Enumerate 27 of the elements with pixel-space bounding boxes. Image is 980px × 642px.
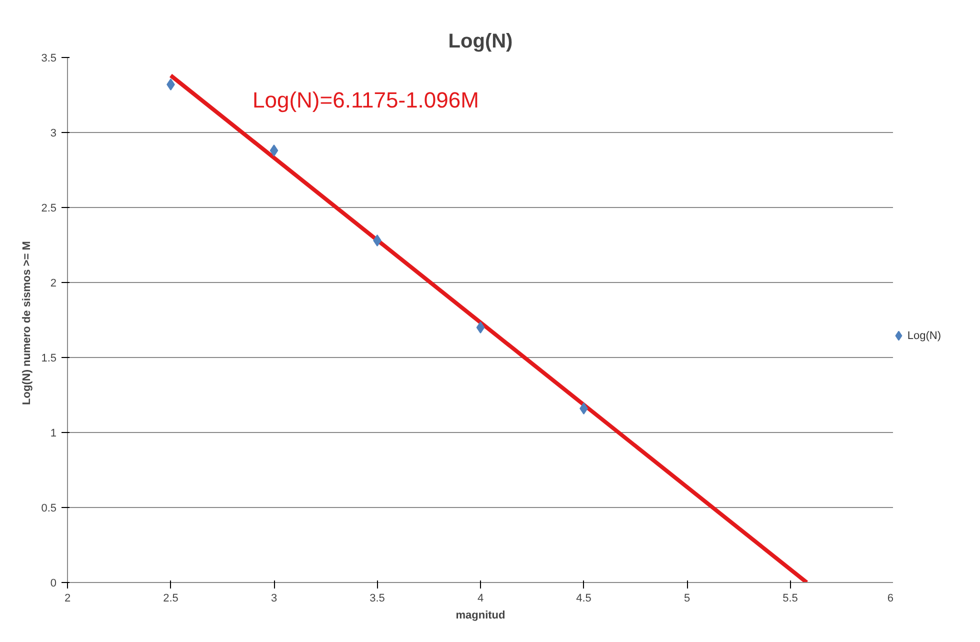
- point: [166, 78, 175, 90]
- x-axis-title: magnitud: [456, 610, 506, 622]
- y-tick-label: 2.5: [41, 202, 57, 214]
- point: [580, 402, 588, 414]
- x-tick-label: 2.5: [163, 592, 178, 604]
- x-tick-label: 3: [270, 592, 278, 604]
- y-tick-label: 3: [50, 128, 57, 140]
- y-tick-label: 1.5: [41, 352, 57, 364]
- x-tick-label: 3.5: [370, 592, 385, 604]
- point: [373, 234, 382, 246]
- x-tick-label: 4: [477, 592, 484, 604]
- y-tick-label: 1: [50, 428, 57, 440]
- annotation: Log(N)=6.1175-1.096M: [252, 88, 479, 112]
- y-tick-label: 2: [50, 278, 57, 290]
- x-tick-label: 6: [887, 592, 894, 604]
- y-tick-label: 3.5: [41, 52, 57, 64]
- chart-title: Log(N): [448, 30, 513, 52]
- x-tick-label: 5.5: [782, 592, 798, 604]
- x-tick-label: 5: [684, 592, 690, 604]
- legend-label: Log(N): [907, 330, 942, 342]
- x-tick-label: 4.5: [576, 592, 592, 604]
- x-tick-label: 2: [64, 592, 71, 604]
- point: [476, 322, 485, 334]
- y-axis-title: Log(N) numero de sismos >= M: [21, 241, 34, 405]
- y-tick-label: 0.5: [41, 502, 57, 514]
- point: [270, 144, 278, 156]
- y-tick-label: 0: [50, 578, 57, 590]
